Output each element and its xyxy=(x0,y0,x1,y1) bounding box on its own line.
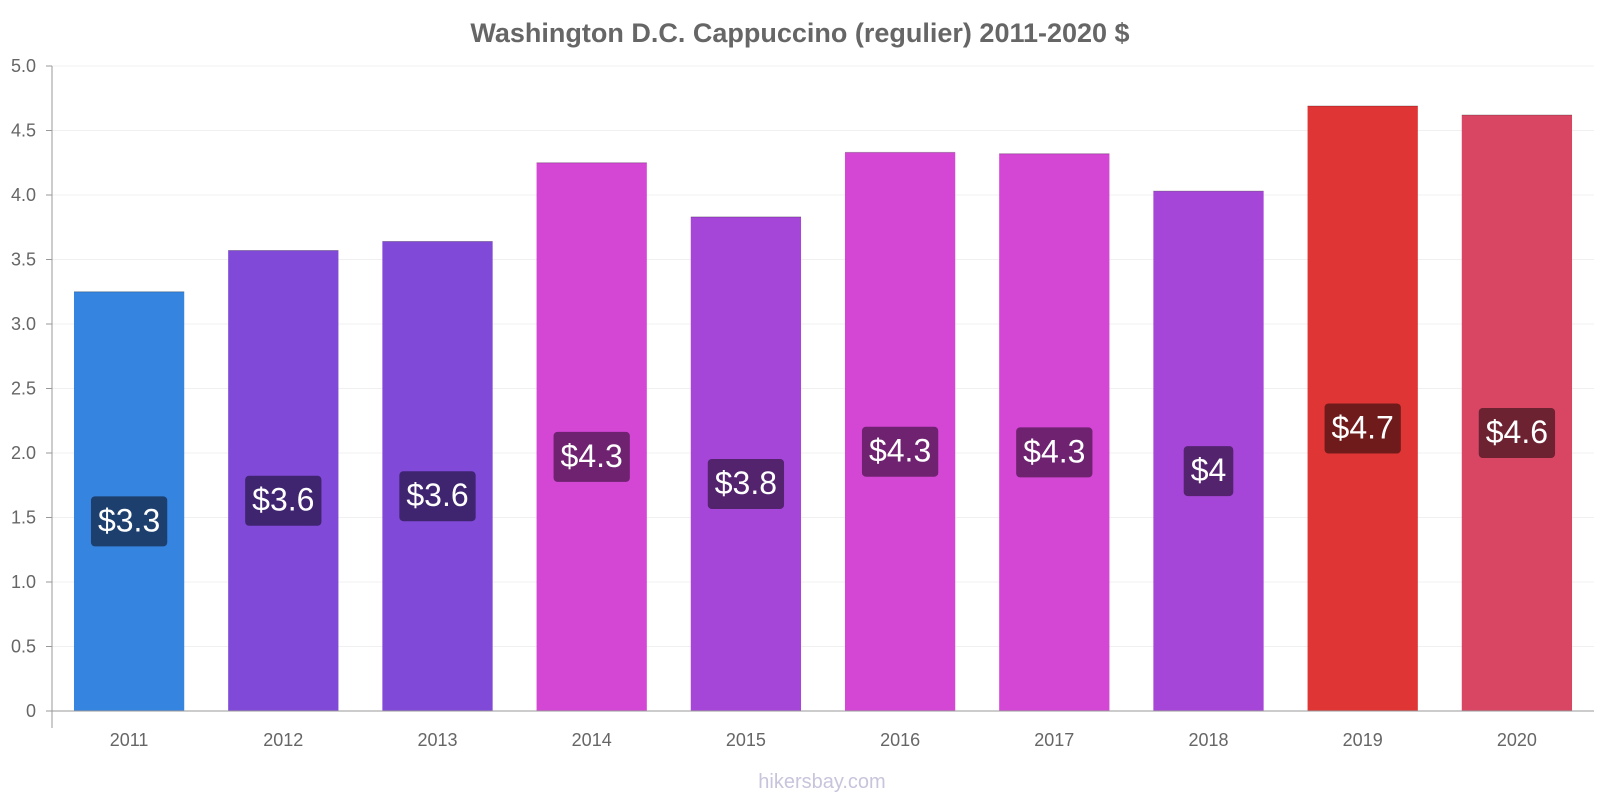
data-label: $4 xyxy=(1191,452,1227,488)
data-label-2011: $3.3 xyxy=(90,496,168,547)
data-label: $4.6 xyxy=(1486,414,1548,450)
data-label-2018: $4 xyxy=(1183,446,1234,497)
data-label: $3.3 xyxy=(98,502,160,538)
data-label-bg xyxy=(90,496,168,547)
data-label-2016: $4.3 xyxy=(861,426,939,477)
data-label: $3.6 xyxy=(406,477,468,513)
data-label-bg xyxy=(553,431,630,482)
y-tick-label: 1.0 xyxy=(11,572,36,592)
x-tick-label: 2018 xyxy=(1188,730,1228,750)
data-label-bg xyxy=(1478,408,1556,459)
data-label: $4.3 xyxy=(869,433,931,469)
y-tick-label: 2.0 xyxy=(11,443,36,463)
chart-title: Washington D.C. Cappuccino (regulier) 20… xyxy=(470,18,1129,48)
y-tick-label: 2.5 xyxy=(11,379,36,399)
data-label: $4.7 xyxy=(1332,409,1394,445)
data-label-bg xyxy=(399,471,476,522)
data-label-2013: $3.6 xyxy=(399,471,476,522)
data-label-2020: $4.6 xyxy=(1478,408,1556,459)
x-tick-label: 2020 xyxy=(1497,730,1537,750)
y-tick-label: 1.5 xyxy=(11,508,36,528)
data-label-2019: $4.7 xyxy=(1324,403,1401,454)
x-axis: 2011 2012 2013 2014 2015 2016 2017 2018 2019 2020 xyxy=(52,710,1594,750)
x-tick-label: 2013 xyxy=(417,730,457,750)
data-label: $4.3 xyxy=(561,438,623,474)
y-tick-label: 4.0 xyxy=(11,185,36,205)
x-tick-label: 2014 xyxy=(572,730,612,750)
y-tick-label: 3.0 xyxy=(11,314,36,334)
y-axis: 0 0.5 1.0 1.5 2.0 2.5 3.0 3.5 4.0 4.5 5.0 xyxy=(11,56,53,728)
x-tick-label: 2017 xyxy=(1034,730,1074,750)
data-label: $3.6 xyxy=(252,482,314,518)
x-tick-label: 2019 xyxy=(1343,730,1383,750)
data-label-2012: $3.6 xyxy=(245,475,322,526)
x-tick-label: 2015 xyxy=(726,730,766,750)
data-label-bg xyxy=(861,426,939,477)
data-label: $4.3 xyxy=(1023,433,1085,469)
y-tick-label: 5.0 xyxy=(11,56,36,76)
data-label-bg xyxy=(245,475,322,526)
data-label-2014: $4.3 xyxy=(553,431,630,482)
x-tick-label: 2012 xyxy=(263,730,303,750)
x-tick-label: 2011 xyxy=(110,730,149,750)
data-label: $3.8 xyxy=(715,465,777,501)
x-tick-label: 2016 xyxy=(880,730,920,750)
data-label-bg xyxy=(1183,446,1234,497)
y-tick-label: 3.5 xyxy=(11,250,36,270)
data-labels: $3.3 $3.6 $3.6 $4.3 $3.8 $4.3 $4.3 $4 $4.7 $4.6 xyxy=(90,403,1556,547)
y-tick-label: 0.5 xyxy=(11,637,36,657)
data-label-bg xyxy=(1324,403,1401,454)
y-tick-label: 4.5 xyxy=(11,121,36,141)
data-label-bg xyxy=(1016,427,1093,478)
data-label-bg xyxy=(707,458,785,509)
y-tick-label: 0 xyxy=(26,701,36,721)
data-label-2015: $3.8 xyxy=(707,458,785,509)
data-label-2017: $4.3 xyxy=(1016,427,1093,478)
watermark: hikersbay.com xyxy=(758,771,885,793)
